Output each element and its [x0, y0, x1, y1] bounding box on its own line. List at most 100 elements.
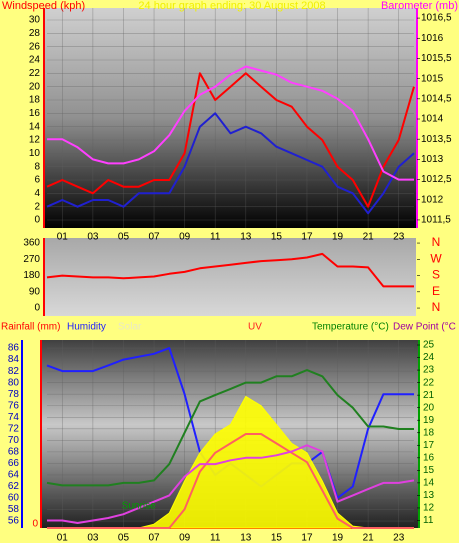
line	[46, 72, 415, 208]
x-tick-label: 07	[148, 232, 160, 243]
y2-tick-label: 15	[423, 465, 435, 476]
y-tick-label: 22	[29, 68, 41, 79]
x-tick-label: 23	[393, 533, 405, 543]
x-tick-label: 13	[240, 533, 252, 543]
rain-tick-label: 0	[32, 519, 38, 530]
x-tick-label: 19	[332, 533, 344, 543]
x-tick-label: 07	[148, 533, 160, 543]
y2-tick-label: 1013,5	[421, 134, 452, 145]
y2-tick-label: 14	[423, 478, 435, 489]
y2-tick-label: 1015,5	[421, 53, 452, 64]
legend-label: Solar	[118, 322, 142, 333]
y2-tick-label: 1016	[421, 33, 444, 44]
y2-tick-label: 19	[423, 415, 435, 426]
y-tick-label: 58	[8, 504, 20, 515]
y2-tick-label: N	[432, 300, 441, 314]
y-tick-label: 8	[34, 161, 40, 172]
annotation: Sunrise	[122, 501, 156, 512]
y-tick-label: 12	[29, 135, 41, 146]
line	[47, 65, 414, 181]
y2-tick-label: W	[430, 251, 442, 265]
x-tick-label: 05	[118, 232, 130, 243]
y-tick-label: 180	[23, 270, 40, 281]
y-tick-label: 10	[29, 148, 41, 159]
y-tick-label: 26	[29, 41, 41, 52]
y2-tick-label: 1012	[421, 194, 444, 205]
legend-label: Rainfall (mm)	[1, 322, 60, 333]
x-tick-label: 05	[118, 533, 130, 543]
y-tick-label: 30	[29, 15, 41, 26]
x-tick-label: 15	[271, 232, 283, 243]
y-tick-label: 70	[8, 435, 20, 446]
y2-tick-label: 16	[423, 452, 435, 463]
y2-tick-label: 12	[423, 503, 435, 514]
y-tick-label: 90	[29, 286, 41, 297]
y-tick-label: 24	[29, 55, 41, 66]
x-tick-label: 09	[179, 232, 191, 243]
line	[46, 252, 414, 288]
legend-label: Humidity	[67, 322, 106, 333]
line	[46, 369, 414, 487]
y-tick-label: 270	[23, 254, 40, 265]
y-tick-label: 14	[29, 121, 41, 132]
y2-tick-label: 1014,5	[421, 93, 452, 104]
legend-label: Dew Point (°C	[393, 322, 456, 333]
line	[47, 444, 415, 524]
x-tick-label: 01	[57, 533, 69, 543]
y-tick-label: 16	[29, 108, 41, 119]
y-tick-label: 20	[29, 81, 41, 92]
x-tick-label: 11	[210, 232, 221, 243]
y-tick-label: 72	[8, 423, 20, 434]
x-tick-label: 17	[301, 232, 313, 243]
y2-tick-label: E	[432, 284, 440, 298]
x-tick-label: 01	[57, 232, 69, 243]
y2-tick-label: 1013	[421, 154, 444, 165]
x-tick-label: 11	[210, 533, 221, 543]
y-tick-label: 66	[8, 458, 20, 469]
x-tick-label: 15	[271, 533, 283, 543]
y2-tick-label: 22	[423, 377, 435, 388]
chart-title: 24 hour graph ending: 30 August 2008	[138, 0, 325, 12]
y-tick-label: 60	[8, 493, 20, 504]
y-tick-label: 6	[34, 175, 40, 186]
line	[47, 433, 414, 529]
y-tick-label: 78	[8, 389, 20, 400]
plot-area	[45, 8, 416, 228]
x-tick-label: 23	[393, 232, 405, 243]
y-axis-label: Windspeed (kph)	[2, 0, 85, 12]
y-tick-label: 64	[8, 470, 20, 481]
y2-tick-label: 25	[423, 340, 435, 351]
y2-tick-label: 20	[423, 402, 435, 413]
y-tick-label: 86	[8, 343, 20, 354]
y2-tick-label: 21	[423, 390, 435, 401]
y2-tick-label: S	[432, 268, 440, 282]
x-tick-label: 03	[87, 232, 99, 243]
y-tick-label: 4	[34, 188, 40, 199]
legend-label: UV	[248, 322, 262, 333]
y2-tick-label: 17	[423, 440, 435, 451]
y2-tick-label: 11	[423, 515, 434, 526]
y-tick-label: 76	[8, 400, 20, 411]
y2-tick-label: 1011,5	[421, 215, 451, 226]
y-tick-label: 82	[8, 366, 20, 377]
y2-tick-label: 1016,5	[421, 13, 452, 24]
y2-tick-label: 18	[423, 427, 435, 438]
y-tick-label: 2	[34, 201, 40, 212]
x-tick-label: 17	[301, 533, 313, 543]
x-tick-label: 19	[332, 232, 344, 243]
line	[46, 112, 415, 215]
y2-tick-label: 13	[423, 490, 435, 501]
y2-tick-label: 23	[423, 365, 435, 376]
y-tick-label: 74	[8, 412, 20, 423]
y2-axis-label: Barometer (mb)	[381, 0, 458, 12]
y2-tick-label: N	[432, 235, 441, 249]
y2-tick-label: 1015	[421, 73, 444, 84]
y-tick-label: 0	[34, 303, 40, 314]
y-tick-label: 360	[23, 238, 40, 249]
y-tick-label: 80	[8, 377, 20, 388]
y-tick-label: 0	[34, 215, 40, 226]
y2-tick-label: 1012,5	[421, 174, 452, 185]
x-tick-label: 13	[240, 232, 252, 243]
y-tick-label: 28	[29, 28, 41, 39]
